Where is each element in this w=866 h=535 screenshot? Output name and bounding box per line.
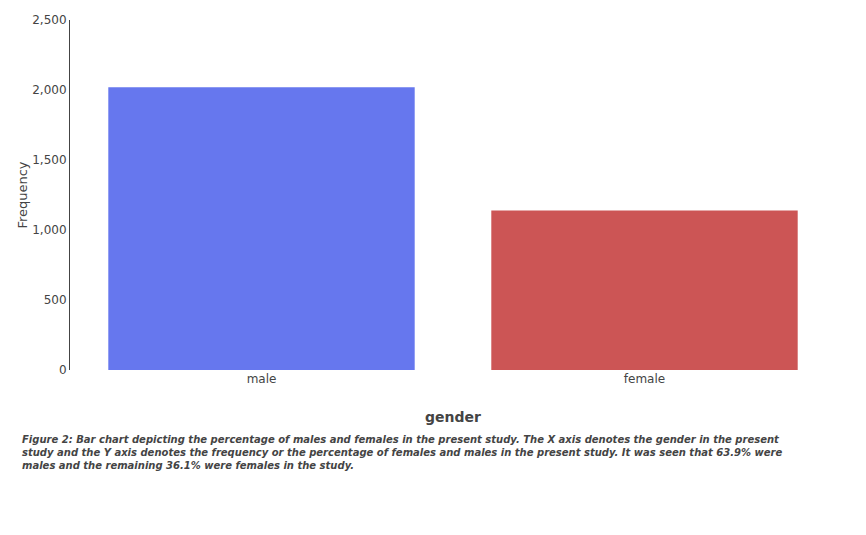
svg-text:2,000: 2,000: [32, 83, 66, 97]
svg-text:1,000: 1,000: [32, 223, 66, 237]
svg-text:female: female: [624, 372, 665, 386]
svg-text:0: 0: [59, 363, 67, 377]
svg-text:500: 500: [44, 293, 67, 307]
svg-text:Figure 2: Bar chart depicting: Figure 2: Bar chart depicting the percen…: [22, 434, 782, 471]
svg-text:Frequency: Frequency: [15, 161, 30, 228]
svg-text:male: male: [247, 372, 277, 386]
svg-text:gender: gender: [425, 409, 481, 425]
svg-text:2,500: 2,500: [32, 13, 66, 27]
svg-text:1,500: 1,500: [32, 153, 66, 167]
